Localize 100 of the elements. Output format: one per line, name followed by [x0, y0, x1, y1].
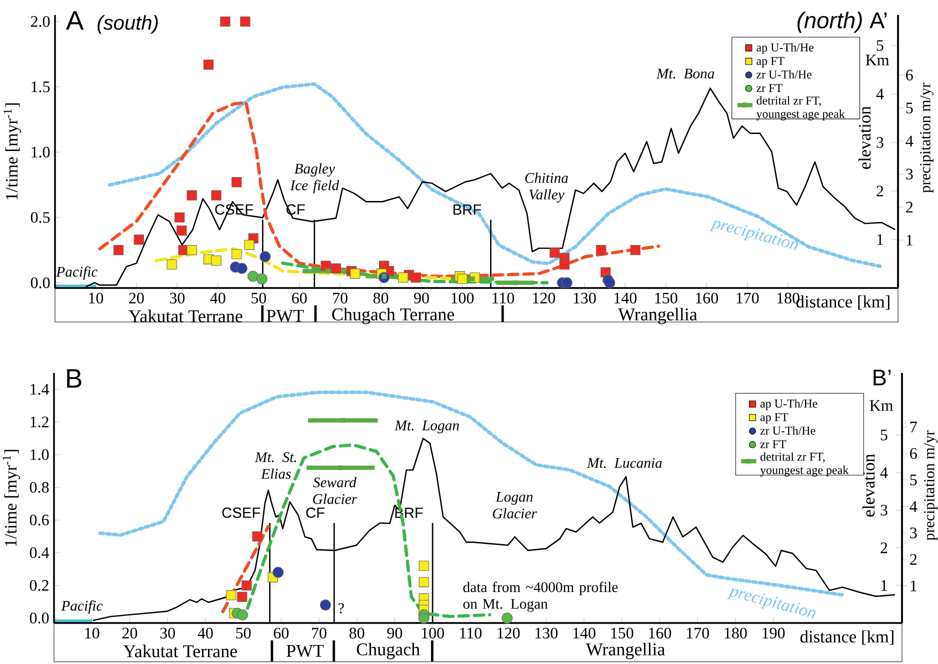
y3-tick-label: 7 [910, 422, 917, 432]
y3-tick-label: 1 [906, 234, 912, 246]
y2-tick-label: 5 [876, 40, 884, 51]
y-tick-label: 0.0 [30, 277, 50, 288]
y3-tick-label: 1 [910, 580, 916, 592]
point [256, 273, 268, 284]
chart-title: A [66, 11, 84, 30]
y3-tick-label: 6 [910, 448, 917, 459]
annotation: Km [866, 54, 890, 66]
point [232, 248, 242, 260]
annotation: Mt. Logan [394, 420, 459, 434]
x-tick-label: 110 [492, 292, 514, 304]
y-tick-label: 1.5 [32, 81, 50, 92]
y-tick-label: 0.4 [30, 547, 50, 558]
legend-label: ap FT [760, 413, 788, 424]
line-series [281, 262, 549, 284]
text: Chugach [356, 642, 420, 660]
y3-tick-label: 3 [910, 528, 917, 538]
point [502, 612, 513, 624]
x-tick-label: 110 [460, 628, 482, 638]
x-tick-label: 160 [649, 628, 672, 638]
y-tick-label: 0.5 [30, 212, 50, 223]
annotation: Pacific [56, 266, 98, 280]
chart-subtitle: (south) [98, 15, 158, 34]
point [236, 262, 248, 274]
text: Wrangellia [586, 642, 665, 660]
x-tick-label: 150 [655, 292, 678, 304]
point [320, 600, 331, 610]
y2-tick-label: 3 [876, 137, 884, 148]
annotation: Logan Glacier [492, 492, 537, 518]
annotation: Km [870, 400, 894, 411]
x-tick-label: 30 [170, 292, 185, 304]
point [561, 277, 572, 288]
y3-tick-label: 3 [906, 168, 913, 180]
y2-tick-label: 2 [876, 186, 884, 196]
point [240, 16, 250, 27]
point [113, 245, 124, 256]
x-tick-label: 100 [452, 292, 474, 304]
x-tick-label: 130 [574, 292, 596, 304]
y3-axis-title: precipitation m/yr [924, 430, 938, 540]
x-tick-label: 150 [611, 628, 634, 638]
x-tick-label: 70 [312, 628, 326, 638]
x-tick-label: 180 [724, 628, 747, 638]
legend-label: zr FT [756, 84, 782, 92]
point [134, 234, 144, 245]
annotation: data from ~4000m profile on Mt. Logan [463, 582, 618, 612]
ref-line-label: CSEF [222, 508, 260, 518]
text: Chugach Terrane [332, 308, 454, 324]
x-tick-label: 80 [373, 292, 388, 304]
x-tick-label: 140 [614, 292, 637, 304]
point [244, 240, 254, 250]
point [247, 270, 258, 282]
point [330, 263, 342, 274]
point [596, 245, 606, 256]
x-tick-label: 50 [252, 292, 266, 304]
point [325, 268, 330, 274]
y3-axis-title: precipitation m/yr [920, 82, 934, 193]
point [630, 245, 640, 256]
x-tick-label: 60 [274, 628, 289, 638]
legend-label: detrital zr FT, youngest age peak [756, 96, 845, 120]
text: Wrangellia [618, 308, 698, 324]
point [470, 276, 475, 282]
legend-label: detrital zr FT, youngest age peak [760, 452, 849, 477]
legend-label: zr U-Th/He [760, 426, 816, 435]
point [604, 277, 616, 288]
point [242, 580, 252, 590]
y-tick-label: 1.2 [30, 416, 48, 428]
point [559, 259, 570, 270]
point [220, 16, 230, 27]
y2-tick-label: 4 [876, 88, 884, 100]
point [226, 590, 236, 600]
point [186, 245, 197, 256]
point [398, 272, 408, 283]
y-tick-label: 0.0 [30, 612, 49, 624]
point [418, 560, 429, 571]
y2-axis-title: elevation [862, 454, 875, 517]
y-tick-label: 1.0 [30, 449, 49, 460]
point [232, 177, 242, 188]
legend-label: ap U-Th/He [756, 43, 814, 54]
x-tick-label: 90 [387, 628, 402, 638]
point [237, 609, 248, 620]
line-series [108, 82, 882, 268]
point [340, 418, 346, 423]
point [174, 212, 185, 223]
annotation: ? [338, 603, 344, 614]
y2-tick-label: 4 [880, 467, 888, 478]
x-tick-label: 10 [85, 628, 100, 638]
y3-tick-label: 2 [910, 554, 916, 565]
annotation: B’ [874, 370, 891, 386]
x-tick-label: 50 [236, 628, 251, 638]
point [237, 592, 248, 602]
point [260, 251, 271, 262]
x-tick-label: 160 [696, 292, 718, 304]
x-tick-label: 100 [422, 628, 444, 638]
point [410, 272, 421, 283]
x-tick-label: 120 [498, 628, 520, 638]
point [211, 256, 222, 266]
point [338, 465, 343, 470]
y3-tick-label: 4 [906, 136, 914, 146]
annotation: Mt. Lucania [586, 458, 662, 468]
